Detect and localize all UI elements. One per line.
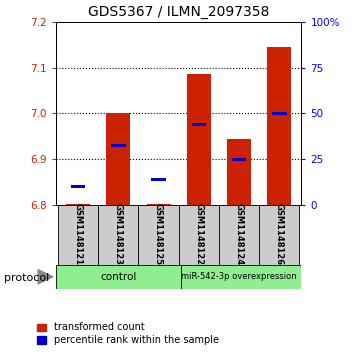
Title: GDS5367 / ILMN_2097358: GDS5367 / ILMN_2097358 [88,5,269,19]
Bar [219,205,259,265]
Bar [58,205,98,265]
Bar [227,139,251,205]
Text: GSM1148123: GSM1148123 [114,203,123,265]
Bar [66,204,90,205]
Text: GSM1148124: GSM1148124 [235,203,244,265]
Bar [267,47,291,205]
Bar [232,158,246,161]
Bar [192,123,206,126]
Text: GSM1148126: GSM1148126 [275,203,284,265]
Bar [56,265,181,289]
Bar [151,178,166,182]
Text: GSM1148122: GSM1148122 [194,203,203,265]
Bar [187,74,211,205]
Bar [106,113,130,205]
Bar [259,205,299,265]
Bar [98,205,139,265]
Bar [147,204,171,205]
Bar [71,185,85,188]
Text: control: control [100,272,136,282]
Text: GSM1148125: GSM1148125 [154,203,163,265]
Bar [139,205,179,265]
Text: GSM1148121: GSM1148121 [74,203,83,265]
Bar [181,265,301,289]
Bar [272,112,287,115]
Legend: transformed count, percentile rank within the sample: transformed count, percentile rank withi… [37,322,219,346]
Polygon shape [38,270,53,284]
Text: protocol: protocol [4,273,49,283]
Text: miR-542-3p overexpression: miR-542-3p overexpression [181,272,297,281]
Bar [111,144,126,147]
Bar [179,205,219,265]
